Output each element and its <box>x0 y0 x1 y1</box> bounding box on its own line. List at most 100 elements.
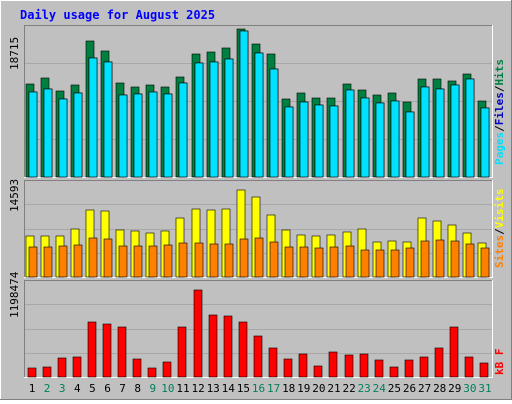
bar-kb-f-day-16 <box>253 335 263 378</box>
x-label-day-1: 1 <box>29 382 36 395</box>
x-label-day-8: 8 <box>134 382 141 395</box>
bar-kb-f-day-1 <box>27 367 37 378</box>
bar-kb-f-day-4 <box>72 356 82 378</box>
bar-pages-day-4 <box>73 92 83 178</box>
bar-pages-day-12 <box>194 62 204 178</box>
bar-sites-day-10 <box>163 244 173 278</box>
bar-pages-day-18 <box>284 106 294 178</box>
bar-sites-day-28 <box>435 239 445 278</box>
bar-pages-day-5 <box>88 57 98 178</box>
bar-sites-day-17 <box>269 241 279 278</box>
bar-sites-day-9 <box>148 245 158 278</box>
bar-sites-day-1 <box>28 246 38 278</box>
bar-pages-day-10 <box>163 93 173 178</box>
bar-pages-day-9 <box>148 91 158 178</box>
bar-sites-day-4 <box>73 244 83 278</box>
x-label-day-12: 12 <box>191 382 204 395</box>
bar-sites-day-26 <box>405 247 415 278</box>
bar-sites-day-12 <box>194 242 204 278</box>
bar-pages-day-7 <box>118 94 128 178</box>
bar-kb-f-day-12 <box>193 289 203 378</box>
bar-kb-f-day-21 <box>328 351 338 378</box>
bar-pages-day-22 <box>345 89 355 178</box>
chart-title: Daily usage for August 2025 <box>20 8 215 22</box>
bar-kb-f-day-11 <box>177 326 187 378</box>
bar-kb-f-day-27 <box>419 356 429 378</box>
x-label-day-16: 16 <box>252 382 265 395</box>
bar-pages-day-20 <box>314 104 324 178</box>
bar-sites-day-25 <box>390 249 400 278</box>
bar-sites-day-2 <box>43 246 53 278</box>
bar-pages-day-17 <box>269 68 279 178</box>
bar-sites-day-22 <box>345 245 355 278</box>
bar-sites-day-18 <box>284 246 294 278</box>
legend-sep-3: / <box>493 228 506 235</box>
bar-sites-day-31 <box>480 247 490 278</box>
bar-kb-f-day-25 <box>389 366 399 378</box>
legend-visits: Visits <box>493 189 506 229</box>
x-label-day-25: 25 <box>388 382 401 395</box>
x-label-day-14: 14 <box>222 382 236 395</box>
bar-kb-f-day-9 <box>147 367 157 378</box>
bar-pages-day-13 <box>209 61 219 178</box>
bar-sites-day-6 <box>103 238 113 278</box>
bar-pages-day-28 <box>435 88 445 178</box>
bar-sites-day-8 <box>133 245 143 278</box>
x-label-day-10: 10 <box>161 382 174 395</box>
bar-sites-day-15 <box>239 238 249 278</box>
bar-pages-day-8 <box>133 93 143 178</box>
x-label-day-11: 11 <box>176 382 189 395</box>
bar-pages-day-25 <box>390 100 400 178</box>
bar-kb-f-day-2 <box>42 366 52 378</box>
x-label-day-24: 24 <box>373 382 387 395</box>
panel-frames <box>24 25 493 378</box>
x-label-day-22: 22 <box>342 382 355 395</box>
x-label-day-9: 9 <box>149 382 156 395</box>
x-label-day-23: 23 <box>358 382 371 395</box>
bar-pages-day-6 <box>103 61 113 178</box>
x-axis-labels: 1 2 3 4 5 6 7 8 9 10 11 12 13 14 15 16 17 18 19 20 21 22 23 24 2… <box>29 382 492 395</box>
bar-sites-day-24 <box>375 249 385 278</box>
x-label-day-20: 20 <box>312 382 325 395</box>
bar-pages-day-1 <box>28 91 38 178</box>
max-label-visits: 14593 <box>8 179 21 212</box>
max-label-kbytes: 1198474 <box>8 271 21 318</box>
bar-kb-f-day-26 <box>404 359 414 378</box>
max-label-hits: 18715 <box>8 37 21 70</box>
bar-kb-f-day-3 <box>57 357 67 378</box>
bar-pages-day-19 <box>299 101 309 178</box>
x-label-day-27: 27 <box>418 382 431 395</box>
legend-sites-visits: Sites/Visits <box>493 189 506 269</box>
bar-sites-day-29 <box>450 240 460 278</box>
bar-kb-f-day-22 <box>344 354 354 378</box>
x-label-day-5: 5 <box>89 382 96 395</box>
bar-pages-day-24 <box>375 102 385 178</box>
bar-pages-day-15 <box>239 30 249 178</box>
bar-kb-f-day-5 <box>87 321 97 378</box>
x-label-day-28: 28 <box>433 382 446 395</box>
legend-pages: Pages <box>493 132 506 165</box>
bar-pages-day-31 <box>480 107 490 178</box>
bar-pages-day-29 <box>450 84 460 178</box>
x-label-day-2: 2 <box>44 382 51 395</box>
legend-hits: Hits <box>493 59 506 86</box>
bar-kb-f-day-24 <box>374 359 384 378</box>
bar-pages-day-23 <box>360 97 370 178</box>
legend-files: Files <box>493 92 506 125</box>
bar-kb-f-day-14 <box>223 315 233 378</box>
x-label-day-21: 21 <box>327 382 340 395</box>
bar-pages-day-2 <box>43 88 53 178</box>
bar-kb-f-day-17 <box>268 347 278 378</box>
bar-sites-day-3 <box>58 245 68 278</box>
bar-sites-day-7 <box>118 245 128 278</box>
bar-sites-day-19 <box>299 246 309 278</box>
bar-kb-f-day-20 <box>313 365 323 378</box>
bar-sites-day-5 <box>88 237 98 278</box>
bar-kb-f-day-15 <box>238 321 248 378</box>
bar-kb-f-day-19 <box>298 353 308 378</box>
x-label-day-30: 30 <box>463 382 476 395</box>
x-label-day-6: 6 <box>104 382 111 395</box>
bar-pages-day-3 <box>58 98 68 178</box>
chart-bars <box>25 28 490 378</box>
legend-sites: Sites <box>493 235 506 268</box>
